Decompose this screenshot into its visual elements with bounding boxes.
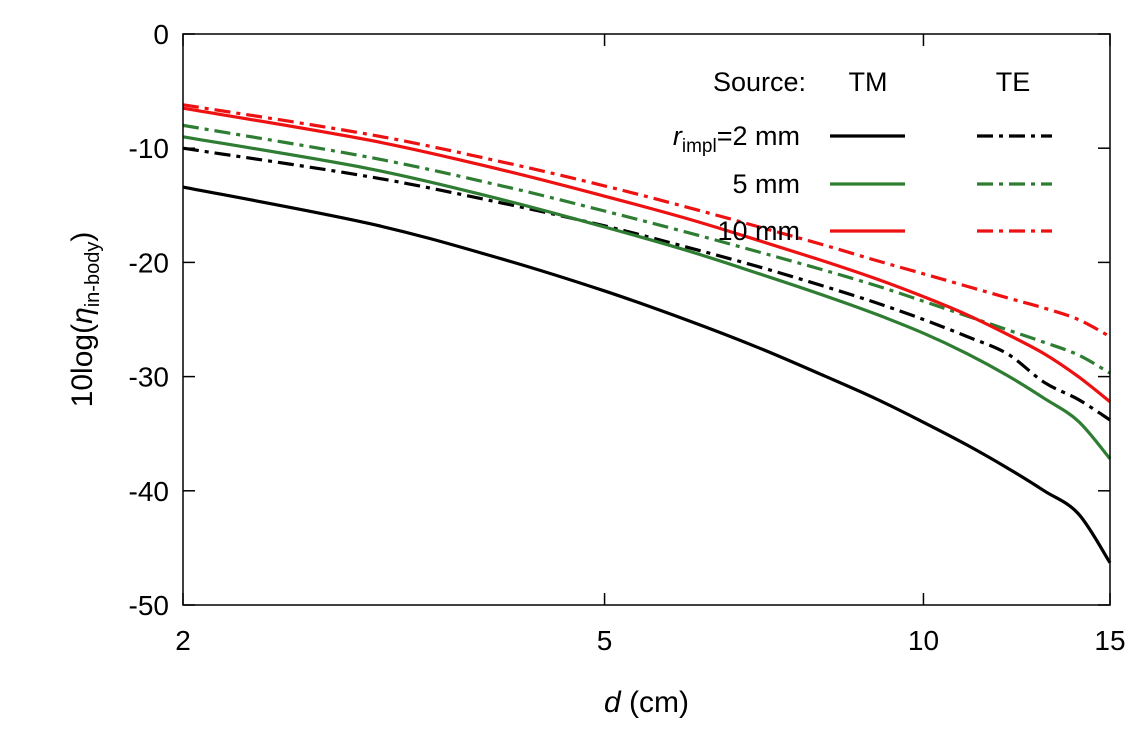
x-axis-label: d (cm): [604, 686, 689, 719]
x-tick-label: 2: [175, 625, 191, 656]
legend-row-label: rimpl=2 mm: [673, 121, 800, 157]
y-axis-suffix: ): [66, 232, 99, 242]
series-line-te-5mm: [182, 123, 1111, 375]
legend-header-tm: TM: [849, 67, 888, 97]
y-tick-label: -50: [129, 590, 169, 621]
legend-row-label: 5 mm: [733, 169, 801, 199]
series-line-tm-2mm: [182, 185, 1112, 564]
y-axis-label: 10log(ηin-body): [66, 232, 104, 408]
x-tick-label: 15: [1094, 625, 1125, 656]
series-line-tm-10mm: [182, 106, 1111, 403]
series-line-tm-5mm: [182, 135, 1112, 460]
y-tick-label: -30: [129, 362, 169, 393]
series-layer: [182, 103, 1112, 564]
y-tick-label: 0: [153, 19, 169, 50]
x-axis-unit: (cm): [621, 686, 689, 719]
legend-header-te: TE: [996, 67, 1031, 97]
y-axis-prefix: 10log(: [66, 324, 99, 407]
legend-header-source: Source:: [713, 67, 806, 97]
x-tick-label: 5: [597, 625, 613, 656]
y-tick-label: -40: [129, 476, 169, 507]
legend-row-label: 10 mm: [717, 216, 800, 246]
y-tick-label: -10: [129, 133, 169, 164]
plot-frame: [182, 33, 1111, 606]
axis-labels: d (cm) 10log(ηin-body): [66, 232, 689, 719]
series-line-te-2mm: [182, 146, 1111, 422]
x-tick-label: 10: [908, 625, 939, 656]
series-line-te-10mm: [182, 103, 1111, 339]
legend: Source: TM TE rimpl=2 mm 5 mm 10 mm: [673, 67, 1052, 246]
y-axis-subscript: in-body: [82, 242, 104, 308]
legend-rows: rimpl=2 mm 5 mm 10 mm: [673, 121, 1052, 246]
y-axis-variable: η: [66, 307, 99, 324]
x-axis-variable: d: [604, 686, 622, 719]
ticks-layer: 0 -10 -20 -30 -40 -502 5 10 15: [129, 19, 1126, 656]
y-tick-label: -20: [129, 247, 169, 278]
